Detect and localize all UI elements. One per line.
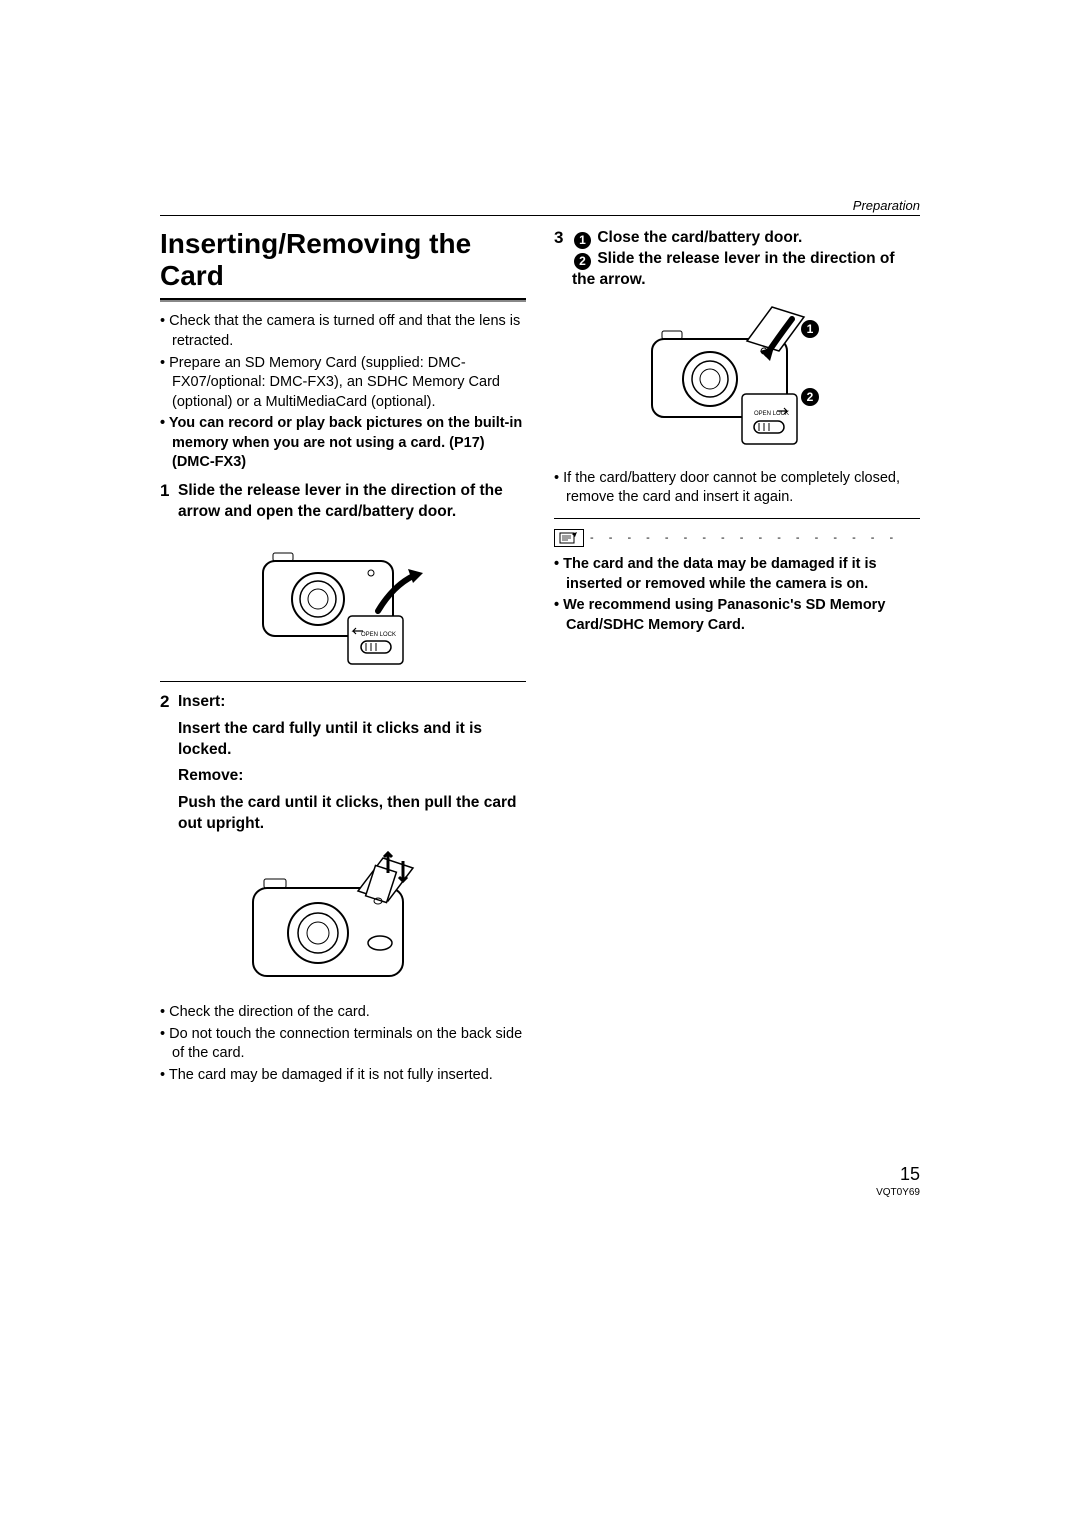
step-3-bullet: If the card/battery door cannot be compl…: [554, 469, 920, 508]
intro-bullet-bold: You can record or play back pictures on …: [160, 414, 526, 473]
intro-bullet: Check that the camera is turned off and …: [160, 312, 526, 351]
page-number: 15: [876, 1164, 920, 1185]
intro-bullets: Check that the camera is turned off and …: [160, 312, 526, 473]
step-3-line2: Slide the release lever in the direction…: [572, 250, 895, 288]
step-number: 3: [554, 228, 572, 291]
step-3: 3 1 Close the card/battery door. 2 Slide…: [554, 228, 920, 291]
two-column-layout: Inserting/Removing the Card Check that t…: [160, 228, 920, 1094]
step-2-body: Insert: Insert the card fully until it c…: [178, 692, 526, 836]
step-3-illustration: OPEN LOCK 1 2: [554, 299, 920, 459]
manual-page: Preparation Inserting/Removing the Card …: [0, 0, 1080, 1526]
left-column: Inserting/Removing the Card Check that t…: [160, 228, 526, 1094]
page-title: Inserting/Removing the Card: [160, 228, 526, 292]
insert-text: Insert the card fully until it clicks an…: [178, 719, 526, 761]
section-label: Preparation: [853, 198, 920, 213]
step-3-body: 1 Close the card/battery door. 2 Slide t…: [572, 228, 920, 291]
step-2-bullet: Check the direction of the card.: [160, 1003, 526, 1023]
substep-1-icon: 1: [574, 232, 591, 249]
step-3-bullets: If the card/battery door cannot be compl…: [554, 469, 920, 508]
insert-label: Insert:: [178, 693, 225, 710]
divider: [554, 518, 920, 519]
note-indicator: - - - - - - - - - - - - - - - - -: [554, 529, 920, 547]
warning-bullets: The card and the data may be damaged if …: [554, 555, 920, 635]
step-2-bullet: Do not touch the connection terminals on…: [160, 1025, 526, 1064]
step-3-line1: Close the card/battery door.: [597, 229, 802, 246]
warning-bullet: We recommend using Panasonic's SD Memory…: [554, 596, 920, 635]
svg-text:1: 1: [807, 322, 814, 336]
step-2-bullet: The card may be damaged if it is not ful…: [160, 1066, 526, 1086]
step-2-bullets: Check the direction of the card. Do not …: [160, 1003, 526, 1085]
svg-text:OPEN LOCK: OPEN LOCK: [754, 411, 789, 417]
step-1-text: Slide the release lever in the direction…: [178, 481, 526, 523]
svg-text:2: 2: [807, 390, 814, 404]
step-number: 2: [160, 692, 178, 836]
remove-text: Push the card until it clicks, then pull…: [178, 793, 526, 835]
step-2-illustration: [160, 843, 526, 993]
intro-bullet: Prepare an SD Memory Card (supplied: DMC…: [160, 354, 526, 413]
right-column: 3 1 Close the card/battery door. 2 Slide…: [554, 228, 920, 1094]
note-dashes: - - - - - - - - - - - - - - - - -: [590, 532, 920, 544]
remove-label: Remove:: [178, 766, 526, 787]
step-1: 1 Slide the release lever in the directi…: [160, 481, 526, 523]
header-rule: [160, 215, 920, 216]
substep-2-icon: 2: [574, 253, 591, 270]
divider: [160, 681, 526, 682]
svg-text:OPEN LOCK: OPEN LOCK: [361, 632, 396, 638]
step-2: 2 Insert: Insert the card fully until it…: [160, 692, 526, 836]
title-underline: [160, 298, 526, 302]
note-icon: [554, 529, 584, 547]
page-footer: 15 VQT0Y69: [876, 1164, 920, 1198]
document-code: VQT0Y69: [876, 1187, 920, 1198]
step-number: 1: [160, 481, 178, 523]
step-1-illustration: OPEN LOCK: [160, 531, 526, 671]
warning-bullet: The card and the data may be damaged if …: [554, 555, 920, 594]
